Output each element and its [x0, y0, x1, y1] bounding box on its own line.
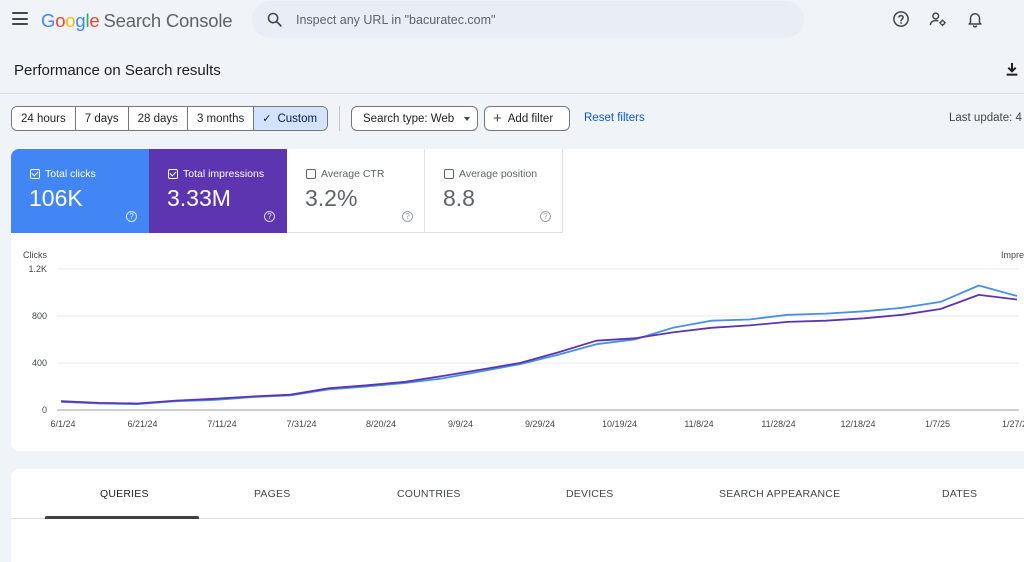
main-menu-icon[interactable]	[12, 12, 28, 25]
y-tick-label: 400	[32, 358, 47, 368]
help-icon[interactable]	[892, 10, 910, 28]
tab-queries[interactable]: QUERIES	[100, 488, 149, 500]
x-tick-label: 11/28/24	[761, 419, 795, 429]
metric-value: 3.33M	[167, 185, 231, 211]
tab-devices[interactable]: DEVICES	[566, 488, 614, 500]
plus-icon: +	[493, 110, 502, 127]
logo-letter: l	[85, 10, 90, 31]
y-tick-label: 800	[32, 311, 47, 321]
checkbox-icon[interactable]	[306, 169, 316, 179]
active-tab-indicator	[45, 516, 199, 519]
x-tick-label: 1/7/25	[925, 419, 950, 429]
metric-label: Total impressions	[183, 168, 265, 180]
product-name: Search Console	[103, 10, 233, 31]
y-axis-label: Clicks	[23, 250, 47, 260]
logo-letter: o	[55, 10, 66, 31]
x-tick-label: 9/9/24	[448, 419, 473, 429]
checkbox-icon[interactable]	[30, 169, 40, 179]
search-type-label: Search type: Web	[363, 112, 455, 125]
range-custom-label: Custom	[277, 113, 318, 125]
manage-users-icon[interactable]	[929, 10, 947, 28]
x-tick-label: 9/29/24	[525, 419, 555, 429]
tab-pages[interactable]: PAGES	[254, 488, 291, 500]
range-24-hours-button[interactable]: 24 hours	[12, 107, 76, 130]
x-tick-label: 11/8/24	[684, 419, 713, 429]
metric-label: Total clicks	[45, 168, 96, 180]
tab-search-appearance[interactable]: SEARCH APPEARANCE	[719, 488, 841, 500]
search-icon[interactable]	[266, 11, 283, 28]
tabs-divider	[11, 518, 1024, 519]
search-console-logo[interactable]: Google Search Console	[41, 10, 233, 32]
checkbox-icon[interactable]	[168, 169, 178, 179]
filter-separator	[339, 106, 340, 131]
x-tick-label: 6/1/24	[50, 419, 75, 429]
logo-letter: o	[65, 10, 76, 31]
performance-line-chart: Clicks Impre 1.2K 800 400 0 6/1/24 6/21/24 7/11/…	[11, 247, 1024, 447]
x-tick-label: 7/31/24	[286, 419, 316, 429]
tab-dates[interactable]: DATES	[942, 488, 978, 500]
add-filter-button[interactable]: + Add filter	[484, 106, 570, 131]
date-range-selector: 24 hours 7 days 28 days 3 months ✓ Custom	[11, 106, 329, 131]
header-divider	[0, 93, 1024, 94]
logo-letter: G	[41, 10, 56, 31]
metric-card-average-ctr[interactable]: Average CTR 3.2% ?	[287, 149, 425, 233]
search-type-dropdown[interactable]: Search type: Web	[351, 106, 478, 131]
help-icon[interactable]: ?	[264, 211, 275, 222]
x-tick-label: 10/19/24	[602, 419, 637, 429]
url-inspection-search	[252, 1, 804, 38]
metric-value: 3.2%	[305, 185, 358, 211]
help-icon[interactable]: ?	[126, 211, 137, 222]
performance-chart-panel: Total clicks 106K ? Total impressions 3.…	[11, 149, 1024, 451]
x-tick-label: 6/21/24	[127, 419, 157, 429]
metric-value: 8.8	[443, 185, 475, 211]
page-title: Performance on Search results	[14, 62, 221, 79]
metric-value: 106K	[29, 185, 83, 211]
add-filter-label: Add filter	[507, 112, 554, 125]
export-download-icon[interactable]	[1004, 61, 1020, 77]
help-icon[interactable]: ?	[540, 211, 551, 222]
series-line-total-clicks	[60, 284, 1018, 406]
metric-label: Average position	[459, 168, 538, 180]
dimension-tabs: QUERIES PAGES COUNTRIES DEVICES SEARCH A…	[11, 469, 1024, 562]
url-inspection-input[interactable]	[296, 1, 786, 38]
x-tick-label: 1/27/25	[1002, 419, 1024, 429]
y-tick-label: 0	[42, 405, 47, 415]
last-update-text: Last update: 4	[949, 112, 1022, 124]
range-28-days-button[interactable]: 28 days	[128, 107, 188, 130]
metric-card-total-clicks[interactable]: Total clicks 106K ?	[11, 149, 149, 233]
metric-label: Average CTR	[321, 168, 385, 180]
help-icon[interactable]: ?	[402, 211, 413, 222]
y-tick-label: 1.2K	[28, 264, 47, 274]
chart-svg: Clicks Impre 1.2K 800 400 06/1/24 6/21/24 7/11/…	[23, 250, 1024, 429]
tab-countries[interactable]: COUNTRIES	[397, 488, 461, 500]
metric-card-total-impressions[interactable]: Total impressions 3.33M ?	[149, 149, 287, 233]
metric-card-average-position[interactable]: Average position 8.8 ?	[425, 149, 563, 233]
reset-filters-link[interactable]: Reset filters	[584, 112, 645, 124]
notifications-icon[interactable]	[966, 10, 984, 28]
y-axis-right-label: Impre	[1001, 250, 1024, 260]
top-bar: Google Search Console	[0, 0, 1024, 40]
series-line-total-impressions	[60, 294, 1018, 405]
dropdown-caret-icon	[464, 116, 471, 121]
x-tick-label: 12/18/24	[840, 419, 875, 429]
range-7-days-button[interactable]: 7 days	[75, 107, 129, 130]
x-tick-label: 8/20/24	[366, 419, 396, 429]
checkbox-icon[interactable]	[444, 169, 454, 179]
range-custom-button[interactable]: ✓ Custom	[254, 107, 328, 130]
x-tick-label: 7/11/24	[207, 419, 236, 429]
range-3-months-button[interactable]: 3 months	[187, 107, 255, 130]
logo-letter: e	[89, 10, 100, 31]
check-icon: ✓	[262, 113, 272, 125]
logo-letter: g	[75, 10, 86, 31]
